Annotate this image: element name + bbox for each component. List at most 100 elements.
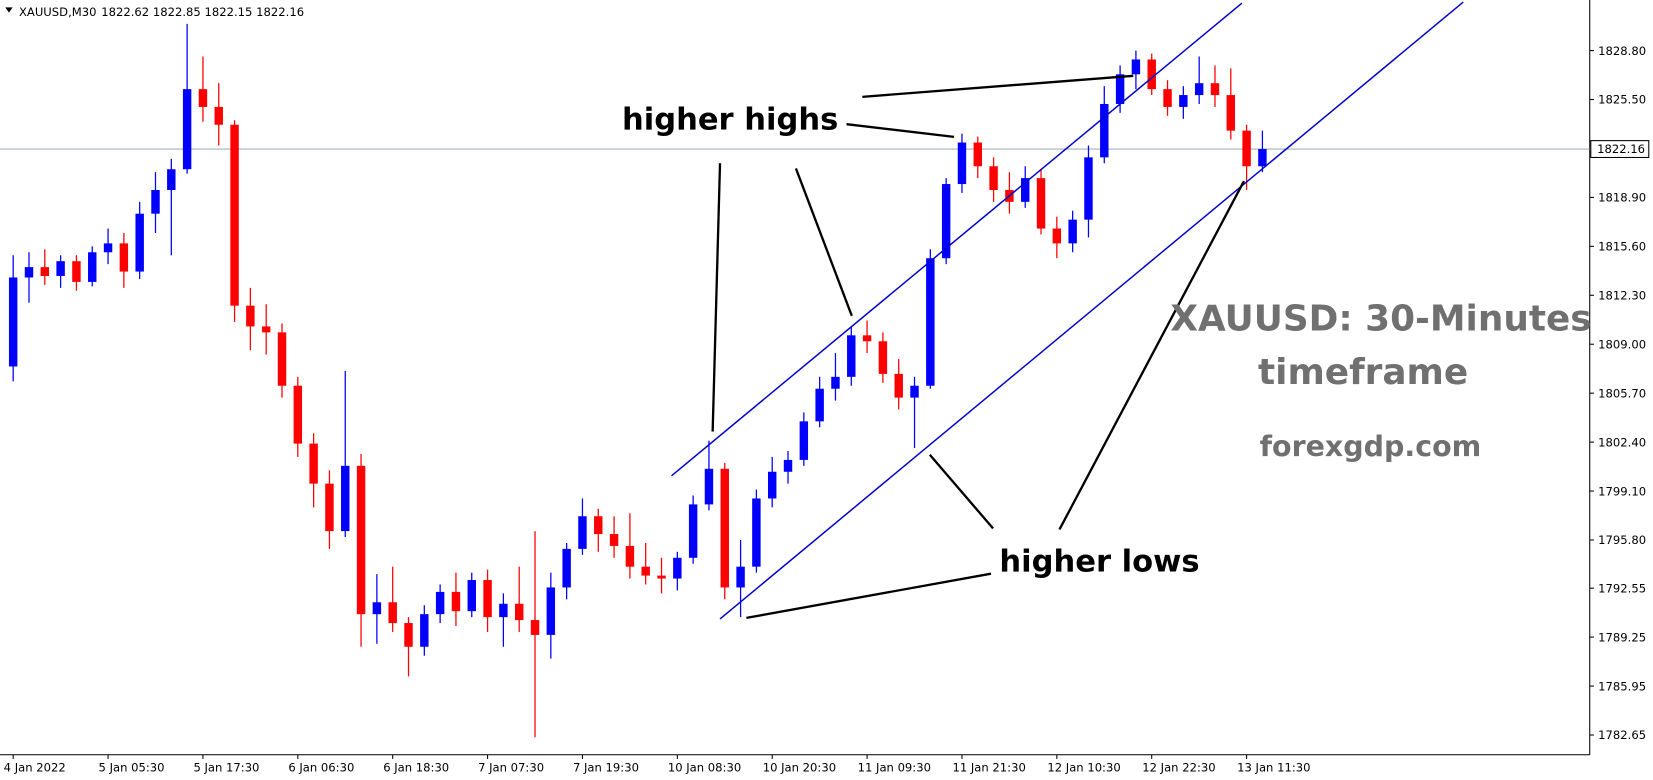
x-tick-label: 7 Jan 19:30 xyxy=(573,761,639,775)
x-tick-label: 5 Jan 05:30 xyxy=(99,761,165,775)
candle-body xyxy=(341,465,350,532)
candle-body xyxy=(910,385,919,398)
y-tick-label: 1812.30 xyxy=(1598,288,1646,302)
channel-lower xyxy=(719,1,1464,620)
candle-body xyxy=(1226,95,1236,131)
candle-body xyxy=(831,376,840,389)
candle-body xyxy=(783,459,793,472)
candle-body xyxy=(119,243,129,272)
candle-body xyxy=(261,326,271,333)
candle-body xyxy=(973,142,982,167)
candle-body xyxy=(736,566,745,588)
candle-body xyxy=(815,388,824,422)
current-price-label: 1822.16 xyxy=(1597,142,1645,156)
y-tick-label: 1789.25 xyxy=(1598,630,1646,644)
candle-body xyxy=(88,252,97,282)
pointer xyxy=(711,163,722,432)
candle-body xyxy=(103,243,113,253)
candle-body xyxy=(182,89,192,170)
y-tick-label: 1825.50 xyxy=(1598,93,1646,107)
y-tick-label: 1795.80 xyxy=(1598,533,1646,547)
candle-body xyxy=(1242,130,1251,167)
candle-body xyxy=(467,580,476,612)
candle-body xyxy=(24,267,34,278)
candle-body xyxy=(214,106,223,125)
header-ohlc: 1822.62 1822.85 1822.15 1822.16 xyxy=(101,5,304,19)
candle-body xyxy=(404,623,413,647)
candle-body xyxy=(546,587,556,635)
candle-body xyxy=(688,504,698,558)
candle-body xyxy=(372,602,382,615)
header-value: 1822.16 xyxy=(256,5,304,19)
y-tick-label: 1815.60 xyxy=(1598,240,1646,254)
x-tick-label: 10 Jan 20:30 xyxy=(763,761,836,775)
x-tick-label: 12 Jan 22:30 xyxy=(1142,761,1215,775)
candle-body xyxy=(767,471,777,499)
candle-body xyxy=(151,189,160,214)
annotation: higher lows xyxy=(999,545,1199,580)
candle-body xyxy=(1210,83,1220,96)
candle-body xyxy=(1084,157,1093,220)
candle-body xyxy=(704,468,714,505)
channel-upper xyxy=(671,2,1243,477)
pointer xyxy=(846,123,955,138)
y-tick-label: 1799.10 xyxy=(1598,484,1646,498)
y-tick-label: 1818.90 xyxy=(1598,191,1646,205)
y-tick-label: 1792.55 xyxy=(1598,581,1646,595)
candle-body xyxy=(230,124,239,306)
candle-body xyxy=(1147,59,1156,90)
candle-body xyxy=(578,516,587,549)
candle-body xyxy=(356,465,366,615)
candle-body xyxy=(1194,83,1204,96)
candle-body xyxy=(641,566,650,576)
candle-body xyxy=(1131,59,1141,75)
x-tick-label: 11 Jan 21:30 xyxy=(952,761,1025,775)
y-tick-label: 1782.65 xyxy=(1598,728,1646,742)
candle-body xyxy=(989,166,998,190)
candle-body xyxy=(1163,89,1172,107)
candle-body xyxy=(435,591,445,615)
candle-body xyxy=(309,443,318,484)
candle-body xyxy=(1036,178,1046,229)
x-tick-label: 12 Jan 10:30 xyxy=(1047,761,1120,775)
candle-body xyxy=(1052,228,1062,244)
candle-body xyxy=(926,258,935,386)
candle-body xyxy=(1068,219,1077,244)
pointer xyxy=(928,453,994,530)
candle-body xyxy=(293,385,303,444)
current-price-box xyxy=(1590,140,1650,158)
x-tick-label: 6 Jan 18:30 xyxy=(383,761,449,775)
candle-body xyxy=(167,169,176,190)
annotation: higher highs xyxy=(622,102,838,137)
header-value: 1822.85 xyxy=(153,5,201,19)
y-tick-label: 1809.00 xyxy=(1598,337,1646,351)
y-tick-label: 1785.95 xyxy=(1598,679,1646,693)
candle-body xyxy=(72,261,81,282)
candle-body xyxy=(625,545,635,567)
pointer xyxy=(794,168,853,317)
y-tick-label: 1828.80 xyxy=(1598,44,1646,58)
pointer xyxy=(746,572,992,620)
header-value: 1822.62 xyxy=(101,5,149,19)
candle-body xyxy=(40,267,50,277)
x-tick-label: 13 Jan 11:30 xyxy=(1237,761,1310,775)
candle-body xyxy=(878,341,888,374)
watermark: forexgdp.com xyxy=(1260,430,1482,463)
watermark: timeframe xyxy=(1258,352,1468,393)
candle-body xyxy=(957,142,967,185)
candle-body xyxy=(594,516,603,535)
candle-body xyxy=(388,602,397,624)
x-tick-label: 11 Jan 09:30 xyxy=(858,761,931,775)
candle-body xyxy=(246,305,255,327)
x-tick-label: 5 Jan 17:30 xyxy=(193,761,259,775)
candle-body xyxy=(483,580,492,618)
header-arrow[interactable] xyxy=(5,7,13,13)
candle-body xyxy=(1021,178,1030,202)
y-tick-label: 1805.70 xyxy=(1598,386,1646,400)
candle-body xyxy=(8,277,18,367)
candle-body xyxy=(499,603,508,618)
pointer-lines xyxy=(711,74,1245,620)
candle-body xyxy=(862,335,872,342)
candle-body xyxy=(1258,149,1267,167)
